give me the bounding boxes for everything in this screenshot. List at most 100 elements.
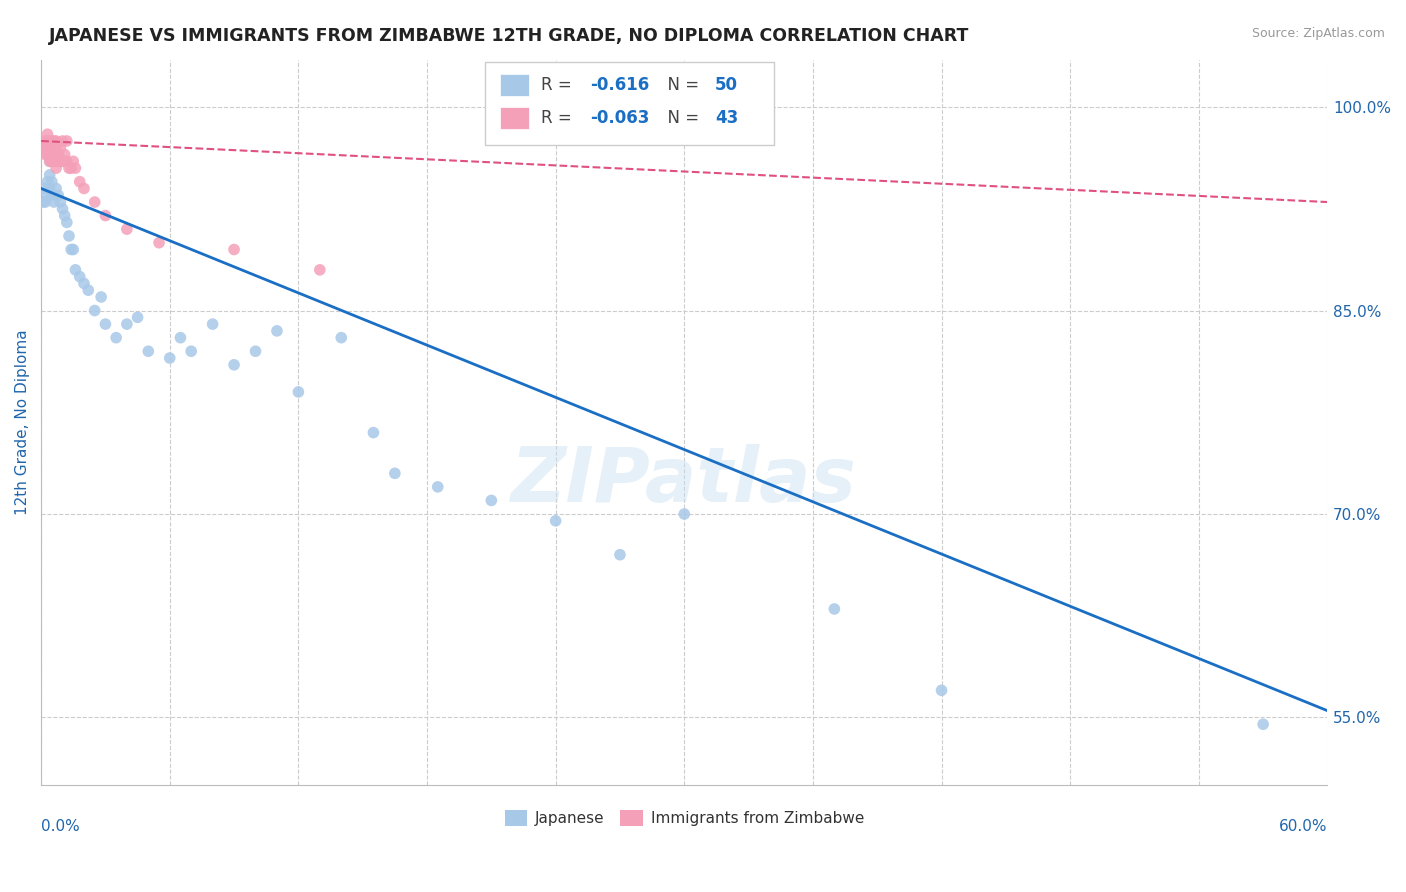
Point	[38, 154, 60, 169]
Point	[41, 134, 63, 148]
Text: N =: N =	[657, 76, 704, 94]
Point	[65, 263, 87, 277]
Point	[42, 194, 65, 209]
Point	[222, 243, 245, 257]
Point	[148, 235, 170, 250]
Point	[53, 154, 76, 169]
FancyBboxPatch shape	[501, 74, 529, 95]
Point	[49, 194, 72, 209]
Point	[287, 384, 309, 399]
Point	[38, 168, 60, 182]
Point	[45, 147, 67, 161]
Text: -0.616: -0.616	[591, 76, 650, 94]
Point	[308, 263, 330, 277]
Point	[363, 425, 385, 440]
Point	[42, 154, 65, 169]
Point	[34, 194, 56, 209]
Point	[544, 514, 567, 528]
Point	[60, 161, 83, 175]
Point	[41, 154, 63, 169]
Point	[105, 331, 128, 345]
Point	[69, 175, 91, 189]
Point	[823, 602, 845, 616]
Point	[38, 141, 60, 155]
Point	[42, 134, 65, 148]
Point	[41, 188, 63, 202]
Point	[426, 480, 449, 494]
Point	[159, 351, 181, 365]
Point	[49, 154, 72, 169]
Point	[38, 134, 60, 148]
Point	[46, 154, 69, 169]
Point	[83, 194, 105, 209]
Point	[609, 548, 631, 562]
Text: R =: R =	[541, 110, 578, 128]
Point	[38, 147, 60, 161]
Point	[201, 317, 224, 331]
Point	[1251, 717, 1274, 731]
Point	[94, 317, 117, 331]
Point	[37, 127, 59, 141]
Point	[245, 344, 267, 359]
Point	[53, 209, 76, 223]
Point	[56, 215, 79, 229]
Text: 60.0%: 60.0%	[1279, 819, 1327, 834]
Point	[32, 141, 55, 155]
Text: 0.0%: 0.0%	[41, 819, 80, 834]
Point	[34, 147, 56, 161]
Point	[62, 243, 84, 257]
Point	[46, 188, 69, 202]
Point	[73, 277, 96, 291]
Point	[41, 175, 63, 189]
Point	[115, 317, 138, 331]
Text: -0.063: -0.063	[591, 110, 650, 128]
Point	[77, 283, 100, 297]
Point	[115, 222, 138, 236]
Point	[266, 324, 288, 338]
Legend: Japanese, Immigrants from Zimbabwe: Japanese, Immigrants from Zimbabwe	[499, 804, 870, 832]
Point	[62, 154, 84, 169]
Text: JAPANESE VS IMMIGRANTS FROM ZIMBABWE 12TH GRADE, NO DIPLOMA CORRELATION CHART: JAPANESE VS IMMIGRANTS FROM ZIMBABWE 12T…	[49, 27, 970, 45]
Text: R =: R =	[541, 76, 578, 94]
Point	[56, 154, 79, 169]
Point	[931, 683, 953, 698]
Point	[90, 290, 112, 304]
Point	[60, 243, 83, 257]
Point	[37, 175, 59, 189]
Point	[73, 181, 96, 195]
Point	[83, 303, 105, 318]
Y-axis label: 12th Grade, No Diploma: 12th Grade, No Diploma	[15, 330, 30, 516]
Point	[45, 134, 67, 148]
Point	[37, 147, 59, 161]
Point	[58, 229, 80, 244]
Point	[673, 507, 696, 521]
Point	[51, 154, 73, 169]
Point	[56, 134, 79, 148]
Point	[222, 358, 245, 372]
Point	[37, 188, 59, 202]
Point	[169, 331, 191, 345]
Point	[127, 310, 149, 325]
Point	[53, 147, 76, 161]
Point	[46, 147, 69, 161]
FancyBboxPatch shape	[501, 108, 529, 129]
Point	[49, 141, 72, 155]
Point	[65, 161, 87, 175]
Point	[330, 331, 353, 345]
Point	[45, 181, 67, 195]
Point	[38, 181, 60, 195]
FancyBboxPatch shape	[485, 62, 775, 145]
Point	[37, 134, 59, 148]
Point	[58, 161, 80, 175]
Point	[69, 269, 91, 284]
Point	[180, 344, 202, 359]
Point	[34, 134, 56, 148]
Text: 43: 43	[716, 110, 738, 128]
Text: Source: ZipAtlas.com: Source: ZipAtlas.com	[1251, 27, 1385, 40]
Point	[45, 161, 67, 175]
Text: 50: 50	[716, 76, 738, 94]
Point	[51, 134, 73, 148]
Point	[51, 202, 73, 216]
Point	[94, 209, 117, 223]
Point	[45, 141, 67, 155]
